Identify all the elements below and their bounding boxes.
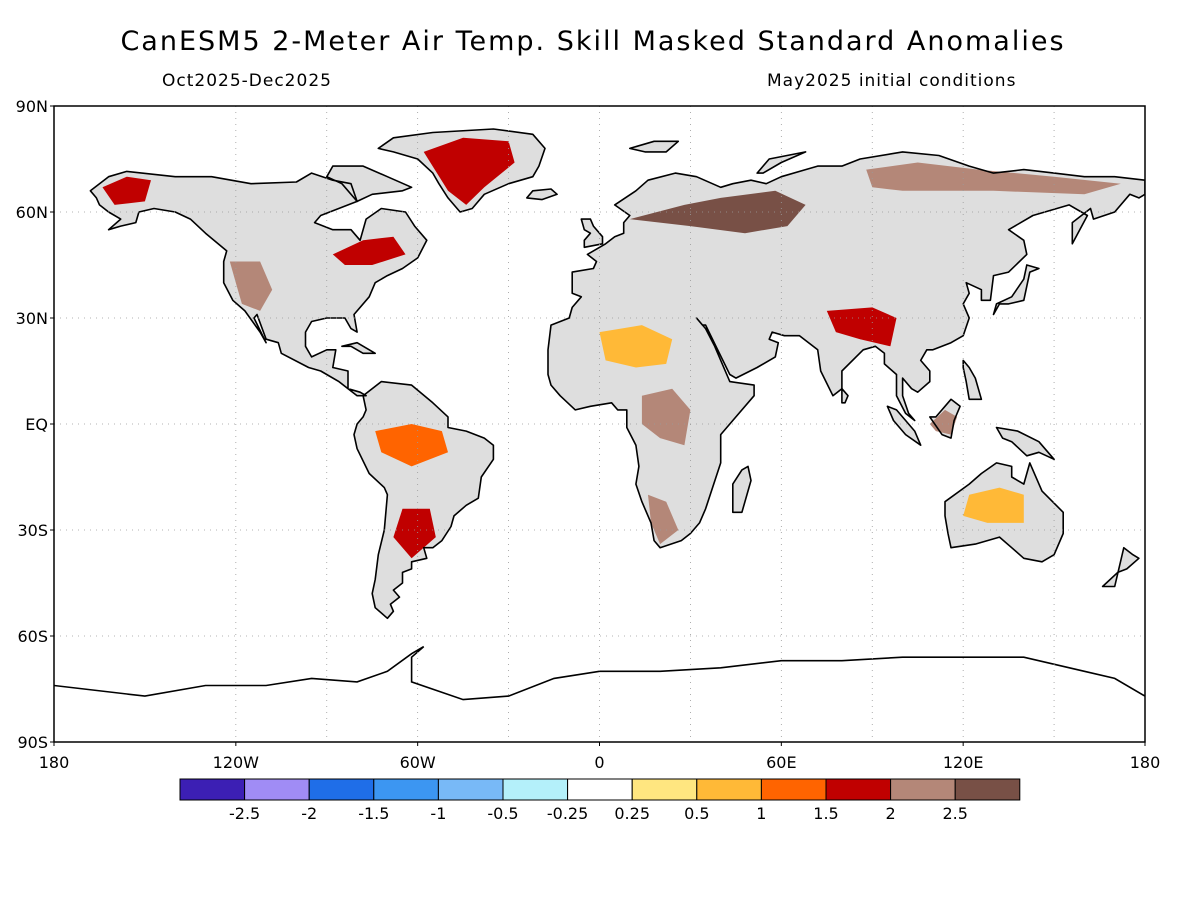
colorbar-label: 1.5 (813, 804, 838, 823)
graticule (54, 106, 1145, 742)
africa-eurasia-land (548, 151, 1145, 548)
lat-label: 90S (17, 733, 48, 752)
map-title: CanESM5 2-Meter Air Temp. Skill Masked S… (120, 26, 1066, 57)
colorbar-swatch (954, 778, 1021, 801)
colorbar-label: -0.5 (487, 804, 518, 823)
colorbar-swatch (437, 778, 504, 801)
new-zealand-coastline (1101, 546, 1140, 588)
anomaly-region-central-africa (641, 388, 691, 446)
colorbar-label: 0.5 (684, 804, 709, 823)
anomaly-region-australia (963, 487, 1024, 523)
colorbar-swatch (890, 778, 956, 801)
colorbar-label: -1.5 (358, 804, 389, 823)
great-britain-coastline (580, 218, 604, 249)
anomaly-region-northern-siberia (866, 162, 1121, 195)
lat-label: 60S (17, 627, 48, 646)
coastline-layer (54, 128, 1145, 701)
greenland-coastline (377, 128, 546, 213)
colorbar-label: 1 (756, 804, 766, 823)
colorbar-swatch (631, 778, 698, 801)
colorbar-swatch (373, 778, 439, 801)
south-america-coastline (353, 380, 495, 620)
lat-label: 30N (16, 309, 48, 328)
lat-label: 90N (16, 97, 48, 116)
forecast-period: Oct2025-Dec2025 (162, 71, 332, 91)
svalbard-land (629, 141, 679, 152)
colorbar-swatch (308, 778, 375, 801)
north-america-coastline (89, 170, 428, 397)
colorbar-swatch (244, 778, 310, 801)
lat-label: 60N (16, 203, 48, 222)
new-guinea-coastline (995, 426, 1055, 461)
colorbar-label: -1 (430, 804, 446, 823)
colorbar-label: 0.25 (614, 804, 650, 823)
colorbar-swatch (567, 778, 633, 801)
lon-label: 120W (213, 753, 260, 772)
lon-label: 180 (39, 753, 70, 772)
lon-label: 180 (1130, 753, 1161, 772)
iceland-land (526, 189, 558, 200)
colorbar-label: 2 (886, 804, 896, 823)
anomaly-region-western-russia (629, 190, 806, 234)
novaya-zemlya-land (757, 151, 806, 174)
anomaly-region-saharan-africa (599, 325, 673, 368)
japan-land (993, 265, 1039, 315)
svalbard-coastline (628, 140, 680, 153)
sumatra-coastline (886, 405, 922, 447)
novaya-zemlya-coastline (756, 151, 807, 174)
anomaly-region-alaska (102, 176, 151, 205)
cuba-land (341, 342, 376, 354)
philippines-coastline (962, 359, 983, 401)
cuba-coastline (341, 341, 377, 355)
colorbar-swatch (502, 778, 569, 801)
madagascar-coastline (731, 465, 752, 514)
africa-eurasia-coastline (547, 151, 1145, 549)
colorbar-swatch (179, 778, 246, 801)
lon-label: 60W (400, 753, 436, 772)
colorbar-label: -2.5 (229, 804, 260, 823)
colorbar-label: -2 (301, 804, 317, 823)
iceland-coastline (525, 188, 558, 201)
anomaly-region-greenland (423, 137, 515, 205)
sumatra-land (887, 406, 921, 446)
colorbar-label: 2.5 (942, 804, 967, 823)
great-britain-land (581, 219, 603, 248)
lon-label: 60E (766, 753, 796, 772)
anomaly-region-maritime-continent (929, 409, 958, 435)
anomaly-region-eastern-canada (332, 236, 406, 265)
antarctica-coastline (54, 645, 1145, 701)
baffin-island-land (326, 166, 412, 202)
anomaly-region-south-asia (826, 307, 897, 347)
lon-label: 0 (594, 753, 604, 772)
colorbar-swatch (696, 778, 762, 801)
anomaly-region-amazon-basin (375, 424, 448, 467)
lat-label: 30S (17, 521, 48, 540)
new-zealand-land (1102, 547, 1139, 587)
australia-coastline (944, 462, 1064, 563)
anomaly-region-southern-africa (648, 494, 679, 545)
baffin-island-coastline (325, 165, 413, 203)
lat-label: EQ (25, 415, 48, 434)
colorbar: -2.5 -2 -1.5 -1 -0.5 -0.25 0.25 0.5 1 1.5 2 2.5 (179, 778, 1021, 823)
japan-coastline (992, 264, 1040, 316)
lon-label: 120E (943, 753, 984, 772)
borneo-coastline (928, 398, 961, 439)
new-guinea-land (996, 427, 1055, 460)
colorbar-swatch (760, 778, 827, 801)
sri-lanka-coastline (841, 387, 849, 404)
initial-conditions: May2025 initial conditions (767, 71, 1017, 91)
anomaly-region-western-us (229, 261, 273, 311)
colorbar-swatch (825, 778, 892, 801)
anomaly-region-southern-south-america (393, 508, 436, 559)
anomaly-layer (102, 137, 1121, 559)
colorbar-label: -0.25 (547, 804, 588, 823)
